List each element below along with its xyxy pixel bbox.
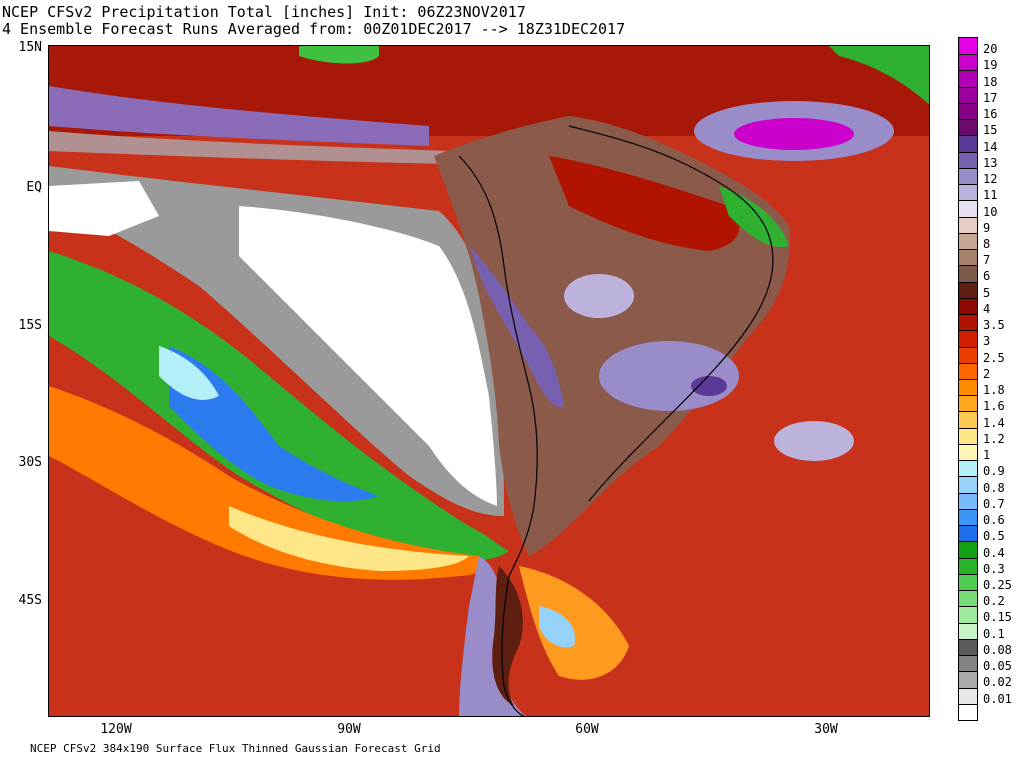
colorbar-cell [959, 379, 977, 396]
colorbar-cell [959, 590, 977, 607]
colorbar-cell [959, 395, 977, 412]
lat-label-30s: 30S [18, 455, 42, 470]
colorbar-label: 8 [983, 236, 991, 251]
colorbar-cell [959, 362, 977, 379]
colorbar-cell [959, 638, 977, 656]
colorbar-cell [959, 314, 977, 331]
colorbar-cell [959, 86, 977, 103]
colorbar-label: 0.25 [983, 577, 1012, 592]
colorbar-label: 19 [983, 58, 998, 73]
colorbar-cell [959, 297, 977, 315]
colorbar-label: 2 [983, 366, 991, 381]
colorbar-label: 0.08 [983, 642, 1012, 657]
colorbar-cell [959, 655, 977, 672]
colorbar-label: 0.2 [983, 594, 1005, 609]
colorbar-cell [959, 54, 977, 71]
colorbar-label: 0.5 [983, 529, 1005, 544]
colorbar-cell [959, 606, 977, 623]
colorbar-cell [959, 573, 977, 591]
colorbar-cell [959, 265, 977, 282]
grid-footer: NCEP CFSv2 384x190 Surface Flux Thinned … [30, 742, 441, 755]
lat-label-15n: 15N [18, 40, 42, 55]
lon-label-90w: 90W [337, 722, 361, 737]
colorbar-cell [959, 249, 977, 266]
colorbar-label: 0.15 [983, 610, 1012, 625]
lat-label-45s: 45S [18, 593, 42, 608]
precipitation-map [48, 45, 930, 717]
colorbar-label: 17 [983, 90, 998, 105]
colorbar-cell [959, 557, 977, 574]
colorbar-cell [959, 151, 977, 168]
colorbar-cell [959, 525, 977, 542]
colorbar-label: 3.5 [983, 318, 1005, 333]
colorbar-cell [959, 460, 977, 477]
lon-label-60w: 60W [575, 722, 599, 737]
colorbar-cell [959, 330, 977, 347]
colorbar-cell [959, 232, 977, 250]
colorbar-label: 0.05 [983, 659, 1012, 674]
colorbar-label: 12 [983, 172, 998, 187]
precipitation-field [49, 46, 929, 716]
colorbar-label: 20 [983, 42, 998, 57]
colorbar-label: 16 [983, 107, 998, 122]
lat-label-15s: 15S [18, 318, 42, 333]
colorbar-label: 7 [983, 253, 991, 268]
colorbar-label: 1.4 [983, 415, 1005, 430]
colorbar-label: 0.01 [983, 691, 1012, 706]
lat-label-eq: EQ [26, 180, 42, 195]
colorbar-cell [959, 200, 977, 217]
colorbar-cell [959, 427, 977, 444]
colorbar-label: 1.2 [983, 431, 1005, 446]
colorbar-label: 1 [983, 448, 991, 463]
colorbar-cell [959, 216, 977, 233]
colorbar-cell [959, 492, 977, 509]
colorbar-label: 1.8 [983, 383, 1005, 398]
lon-label-30w: 30W [814, 722, 838, 737]
colorbar-label: 14 [983, 139, 998, 154]
colorbar-cell [959, 411, 977, 428]
colorbar-cell [959, 671, 977, 688]
colorbar-label: 0.6 [983, 513, 1005, 528]
colorbar-label: 13 [983, 155, 998, 170]
colorbar-cell [959, 622, 977, 639]
colorbar-label: 3 [983, 334, 991, 349]
colorbar-cell [959, 687, 977, 704]
colorbar-label: 9 [983, 220, 991, 235]
map-title-line2: 4 Ensemble Forecast Runs Averaged from: … [2, 20, 626, 38]
colorbar-cell [959, 476, 977, 493]
colorbar-cell [959, 70, 977, 87]
colorbar-cell [959, 119, 977, 136]
colorbar-label: 0.3 [983, 561, 1005, 576]
colorbar-label: 0.02 [983, 675, 1012, 690]
colorbar-cell [959, 167, 977, 185]
colorbar-label: 0.8 [983, 480, 1005, 495]
colorbar-cell [959, 102, 977, 120]
colorbar-label: 2.5 [983, 350, 1005, 365]
colorbar-label: 11 [983, 188, 998, 203]
map-title-line1: NCEP CFSv2 Precipitation Total [inches] … [2, 3, 526, 21]
colorbar-label: 0.9 [983, 464, 1005, 479]
colorbar-label: 18 [983, 74, 998, 89]
colorbar-cell [959, 38, 977, 55]
precipitation-colorbar [958, 37, 978, 721]
colorbar-label: 6 [983, 269, 991, 284]
colorbar-cell [959, 508, 977, 526]
colorbar-cell [959, 541, 977, 558]
colorbar-label: 1.6 [983, 399, 1005, 414]
colorbar-label: 0.4 [983, 545, 1005, 560]
colorbar-label: 0.7 [983, 496, 1005, 511]
colorbar-cell [959, 346, 977, 363]
colorbar-cell [959, 443, 977, 461]
colorbar-cell [959, 184, 977, 201]
colorbar-cell-bottom [959, 703, 977, 720]
colorbar-cell [959, 281, 977, 298]
colorbar-cell [959, 135, 977, 152]
colorbar-label: 10 [983, 204, 998, 219]
colorbar-label: 5 [983, 285, 991, 300]
colorbar-label: 4 [983, 301, 991, 316]
lon-label-120w: 120W [100, 722, 132, 737]
colorbar-label: 15 [983, 123, 998, 138]
colorbar-label: 0.1 [983, 626, 1005, 641]
